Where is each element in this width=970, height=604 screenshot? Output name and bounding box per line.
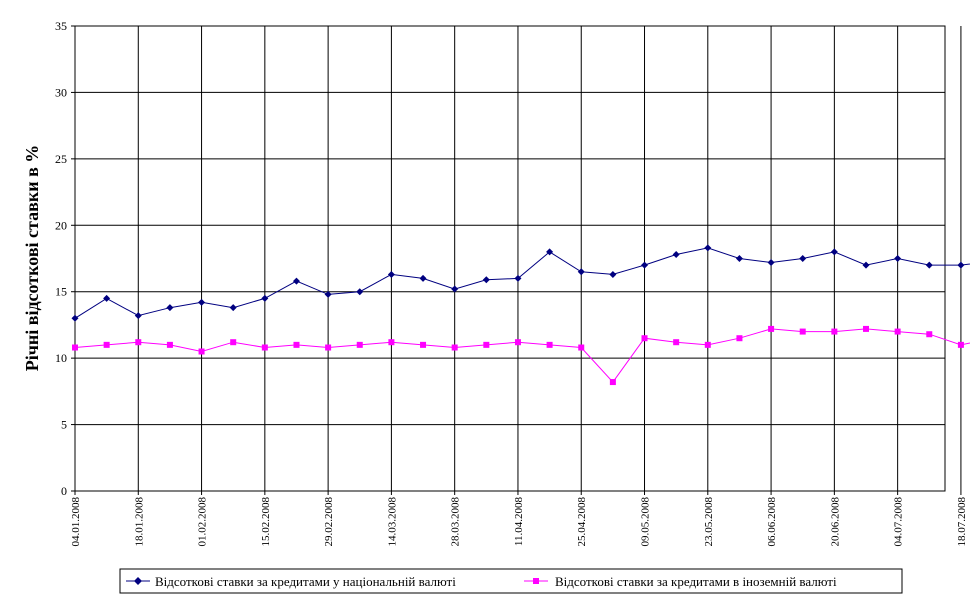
data-point (799, 328, 806, 335)
data-point (577, 268, 585, 276)
y-tick-label: 0 (61, 484, 67, 498)
data-point (514, 339, 521, 346)
data-point (735, 255, 743, 262)
y-tick-label: 20 (55, 218, 67, 232)
data-point (673, 339, 680, 346)
data-point (261, 294, 269, 302)
data-point (609, 270, 617, 278)
data-point (451, 285, 459, 293)
x-tick-label: 04.01.2008 (70, 497, 82, 547)
data-point (957, 341, 964, 348)
y-axis-ticks: 0 5 10 15 20 25 30 35 (55, 19, 75, 498)
data-point (388, 339, 395, 346)
data-point (546, 248, 554, 256)
legend-label-foreign: Відсоткові ставки за кредитами в іноземн… (555, 574, 837, 589)
series-line (74, 328, 970, 383)
data-point (894, 328, 901, 335)
data-point (641, 335, 648, 342)
data-point (261, 344, 268, 351)
data-point (704, 341, 711, 348)
x-tick-label: 11.04.2008 (513, 497, 525, 547)
x-tick-label: 04.07.2008 (893, 497, 905, 547)
data-point (166, 304, 174, 312)
data-point (103, 341, 110, 348)
y-tick-label: 30 (55, 85, 67, 99)
x-tick-label: 15.02.2008 (260, 497, 272, 547)
data-point (134, 312, 142, 320)
data-point (768, 325, 775, 332)
data-point (767, 258, 775, 266)
data-point (71, 314, 79, 322)
x-tick-label: 18.01.2008 (133, 497, 145, 547)
data-point (609, 379, 616, 386)
data-point (103, 294, 111, 302)
x-tick-label: 20.06.2008 (829, 497, 841, 547)
data-point (799, 255, 807, 262)
data-point (704, 244, 712, 252)
data-point (229, 304, 237, 312)
data-point (925, 261, 933, 269)
x-tick-label: 23.05.2008 (703, 497, 715, 547)
data-point (451, 344, 458, 351)
data-point (672, 251, 680, 259)
data-point (166, 341, 173, 348)
x-tick-label: 18.07.2008 (956, 497, 968, 547)
data-point (926, 331, 933, 338)
data-point (483, 341, 490, 348)
x-tick-label: 06.06.2008 (766, 497, 778, 547)
data-point (293, 341, 300, 348)
x-tick-label: 01.02.2008 (197, 497, 209, 547)
data-point (957, 261, 965, 269)
series (71, 244, 970, 386)
x-tick-label: 25.04.2008 (576, 497, 588, 547)
x-tick-label: 09.05.2008 (640, 497, 652, 547)
data-point (862, 261, 870, 269)
y-tick-label: 35 (55, 19, 67, 33)
y-axis-label: Річні відсоткові ставки в % (22, 145, 42, 372)
y-tick-label: 5 (61, 418, 67, 432)
series-foreign (72, 325, 970, 386)
data-point (387, 270, 395, 278)
data-point (863, 325, 869, 332)
data-point (830, 248, 838, 256)
data-point (514, 274, 522, 282)
legend: Відсоткові ставки за кредитами у націона… (119, 568, 903, 594)
series-national (71, 244, 970, 322)
grid-lines (74, 25, 962, 492)
data-point (736, 335, 743, 342)
data-point (198, 348, 205, 355)
plot-area-border (74, 25, 946, 492)
data-point (325, 344, 332, 351)
data-point (546, 341, 553, 348)
data-point (831, 328, 838, 335)
data-point (135, 339, 142, 346)
data-point (72, 344, 78, 351)
data-point (641, 261, 649, 269)
x-axis-ticks: 04.01.2008 18.01.2008 01.02.2008 15.02.2008… (70, 491, 968, 547)
y-tick-label: 25 (55, 152, 67, 166)
y-tick-label: 15 (55, 285, 67, 299)
data-point (482, 276, 490, 284)
data-point (292, 277, 300, 285)
legend-marker-national (134, 577, 142, 585)
data-point (324, 290, 332, 298)
data-point (578, 344, 585, 351)
legend-box (119, 568, 903, 594)
legend-marker-foreign (533, 578, 539, 584)
data-point (894, 255, 902, 262)
legend-label-national: Відсоткові ставки за кредитами у націона… (155, 574, 456, 589)
data-point (419, 274, 427, 282)
data-point (356, 288, 364, 296)
x-tick-label: 29.02.2008 (323, 497, 335, 547)
x-tick-label: 14.03.2008 (386, 497, 398, 547)
x-tick-label: 28.03.2008 (450, 497, 462, 547)
series-line (74, 247, 970, 319)
data-point (420, 341, 427, 348)
data-point (230, 339, 237, 346)
y-tick-label: 10 (55, 351, 67, 365)
data-point (198, 298, 206, 306)
data-point (356, 341, 363, 348)
